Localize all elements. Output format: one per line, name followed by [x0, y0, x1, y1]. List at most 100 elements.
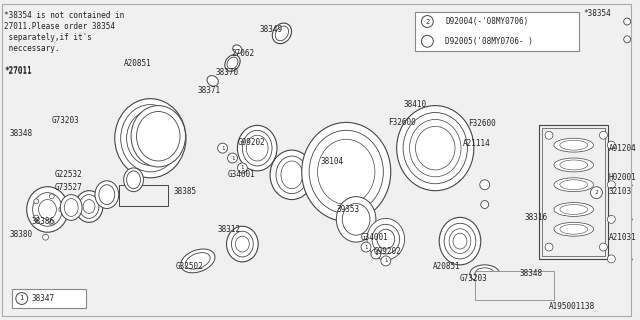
Ellipse shape [317, 139, 375, 204]
Text: 27062: 27062 [232, 49, 255, 58]
Ellipse shape [470, 265, 500, 283]
Ellipse shape [554, 203, 593, 216]
Text: D92004(-'08MY0706): D92004(-'08MY0706) [445, 17, 529, 26]
Ellipse shape [232, 231, 253, 257]
Ellipse shape [554, 138, 593, 152]
Ellipse shape [115, 99, 186, 178]
Text: 39353: 39353 [337, 205, 360, 214]
Circle shape [59, 207, 64, 212]
Circle shape [16, 292, 28, 304]
Text: G99202: G99202 [374, 246, 402, 255]
Ellipse shape [301, 123, 391, 221]
Circle shape [361, 242, 371, 252]
Text: 38371: 38371 [198, 86, 221, 95]
Ellipse shape [281, 161, 303, 189]
Text: 38104: 38104 [321, 157, 344, 166]
Text: 38348: 38348 [10, 129, 33, 138]
Text: 32103: 32103 [609, 187, 632, 196]
Ellipse shape [233, 45, 242, 53]
Ellipse shape [27, 187, 68, 232]
Circle shape [237, 163, 247, 173]
Ellipse shape [554, 158, 593, 172]
Ellipse shape [309, 130, 383, 213]
Ellipse shape [83, 200, 95, 213]
Circle shape [481, 201, 489, 208]
Circle shape [607, 181, 615, 189]
Ellipse shape [227, 226, 258, 262]
Ellipse shape [64, 199, 78, 216]
Text: separately,if it's: separately,if it's [4, 33, 92, 42]
Ellipse shape [554, 178, 593, 192]
Circle shape [600, 243, 607, 251]
Text: F32600: F32600 [388, 118, 415, 127]
Text: A21031: A21031 [609, 233, 636, 242]
Text: G22532: G22532 [54, 170, 82, 179]
Text: G32502: G32502 [176, 262, 204, 271]
Ellipse shape [275, 26, 289, 41]
Circle shape [545, 243, 553, 251]
Text: F32600: F32600 [468, 119, 495, 128]
Circle shape [228, 153, 237, 163]
Circle shape [371, 249, 381, 259]
Ellipse shape [186, 253, 210, 269]
Ellipse shape [560, 204, 588, 214]
Ellipse shape [273, 23, 292, 44]
Text: 38312: 38312 [218, 225, 241, 234]
Text: 1: 1 [241, 165, 244, 171]
Ellipse shape [372, 224, 399, 254]
Circle shape [624, 18, 630, 25]
Text: 38380: 38380 [10, 230, 33, 239]
Ellipse shape [554, 222, 593, 236]
Ellipse shape [131, 106, 186, 167]
Circle shape [49, 194, 54, 199]
Ellipse shape [236, 236, 250, 252]
Ellipse shape [415, 126, 455, 170]
Ellipse shape [475, 268, 495, 280]
Text: 38348: 38348 [519, 269, 543, 278]
Circle shape [49, 220, 54, 225]
Text: 2: 2 [595, 190, 598, 195]
Text: G99202: G99202 [237, 138, 265, 147]
Bar [12, 289, 86, 308]
Ellipse shape [449, 229, 471, 253]
Circle shape [218, 143, 228, 153]
Circle shape [34, 199, 39, 204]
Circle shape [624, 36, 630, 43]
Ellipse shape [246, 135, 268, 161]
Text: 1: 1 [231, 156, 234, 161]
Text: G34001: G34001 [361, 233, 389, 242]
Ellipse shape [60, 195, 82, 220]
Text: 38349: 38349 [259, 25, 282, 34]
Ellipse shape [127, 111, 174, 165]
Text: G73203: G73203 [51, 116, 79, 125]
Ellipse shape [560, 140, 588, 150]
Circle shape [607, 215, 615, 223]
Ellipse shape [444, 223, 476, 259]
Text: 38410: 38410 [404, 100, 427, 109]
Ellipse shape [99, 185, 115, 204]
Text: G34001: G34001 [228, 170, 255, 179]
Polygon shape [148, 155, 346, 274]
Ellipse shape [397, 106, 474, 191]
Bar [475, 271, 554, 300]
Text: 1: 1 [20, 295, 24, 301]
Circle shape [421, 16, 433, 28]
Text: *27011: *27011 [4, 68, 32, 76]
Circle shape [42, 234, 49, 240]
Ellipse shape [367, 218, 404, 260]
Text: *38354 is not contained in: *38354 is not contained in [4, 11, 124, 20]
Ellipse shape [276, 156, 308, 194]
Text: neccessary.: neccessary. [4, 44, 60, 53]
Ellipse shape [95, 181, 118, 208]
Ellipse shape [127, 171, 140, 189]
Text: 38385: 38385 [173, 187, 196, 196]
Text: G73203: G73203 [460, 274, 488, 283]
Ellipse shape [337, 196, 376, 242]
Ellipse shape [121, 105, 180, 172]
Ellipse shape [132, 118, 168, 158]
Text: 38370: 38370 [216, 68, 239, 77]
Circle shape [34, 215, 39, 220]
Circle shape [591, 187, 602, 199]
Text: 1: 1 [374, 252, 378, 256]
Text: D92005('08MY0706- ): D92005('08MY0706- ) [445, 37, 533, 46]
